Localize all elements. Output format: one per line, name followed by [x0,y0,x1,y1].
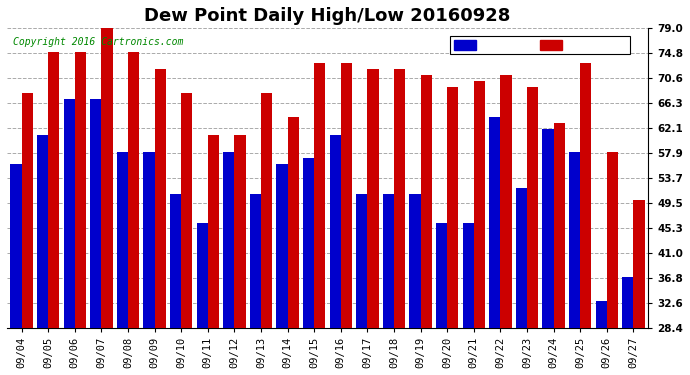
Bar [314,63,326,375]
Bar [569,152,580,375]
Bar [48,52,59,375]
Bar [341,63,352,375]
Bar [128,52,139,375]
Bar [144,152,155,375]
Bar [223,152,235,375]
Bar [117,152,128,375]
Text: Copyright 2016 Cartronics.com: Copyright 2016 Cartronics.com [13,37,184,47]
Bar [500,75,511,375]
Bar [75,52,86,375]
Bar [101,28,112,375]
Bar [542,129,553,375]
Bar [394,69,405,375]
Bar [474,81,485,375]
Bar [170,194,181,375]
Bar [250,194,261,375]
Bar [181,93,193,375]
Bar [356,194,367,375]
Bar [10,164,21,375]
Bar [90,99,101,375]
Bar [516,188,527,375]
Bar [197,224,208,375]
Bar [622,277,633,375]
Bar [330,135,341,375]
Bar [63,99,75,375]
Bar [553,123,565,375]
Bar [155,69,166,375]
Bar [527,87,538,375]
Bar [462,224,474,375]
Bar [580,63,591,375]
Bar [383,194,394,375]
Bar [288,117,299,375]
Bar [633,200,644,375]
Bar [37,135,48,375]
Legend: Low  (°F), High  (°F): Low (°F), High (°F) [451,36,630,54]
Title: Dew Point Daily High/Low 20160928: Dew Point Daily High/Low 20160928 [144,7,511,25]
Bar [421,75,432,375]
Bar [607,152,618,375]
Bar [595,300,607,375]
Bar [489,117,500,375]
Bar [21,93,32,375]
Bar [303,158,314,375]
Bar [367,69,379,375]
Bar [409,194,421,375]
Bar [261,93,272,375]
Bar [436,224,447,375]
Bar [208,135,219,375]
Bar [235,135,246,375]
Bar [447,87,458,375]
Bar [277,164,288,375]
